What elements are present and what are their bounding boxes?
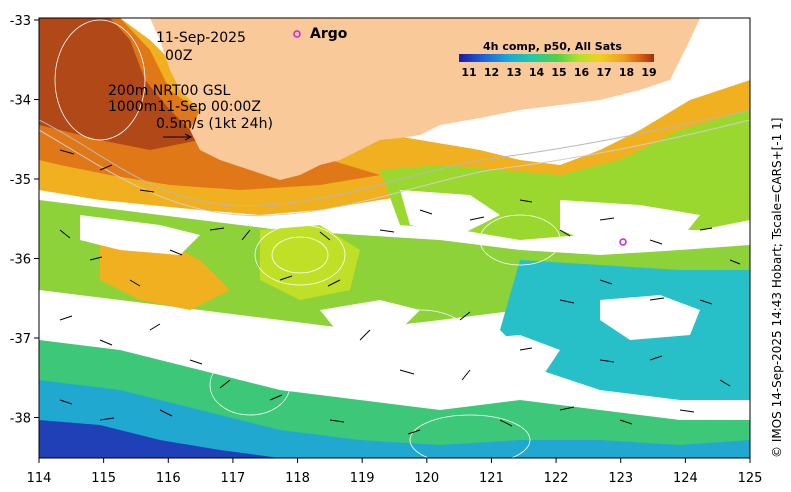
x-tick-label: 122	[544, 471, 569, 486]
colorbar-tick-label: 18	[619, 66, 634, 79]
isobath-200m	[39, 109, 750, 206]
y-tick-label: -38	[10, 412, 31, 427]
current-vectors	[59, 149, 741, 435]
colorbar-tick-label: 12	[484, 66, 499, 79]
time-label: 00Z	[165, 48, 192, 64]
eddy-core	[260, 225, 360, 300]
scale-label: 0.5m/s (1kt 24h)	[156, 116, 273, 132]
x-axis: 114 115 116 117 118 119 120 121 122 123 124 125	[27, 458, 763, 486]
y-tick-label: -34	[10, 94, 31, 109]
colorbar-gradient	[459, 54, 654, 62]
eddy-contours	[54, 19, 561, 458]
y-tick-label: -35	[10, 173, 31, 188]
colorbar-tick-label: 13	[506, 66, 521, 79]
argo-legend-label: Argo	[310, 26, 348, 42]
colorbar-tick-label: 14	[529, 66, 545, 79]
x-tick-label: 119	[350, 471, 375, 486]
colorbar-tick-label: 16	[574, 66, 590, 79]
plot-frame	[38, 17, 751, 459]
y-tick-label: -37	[10, 332, 31, 347]
depth-label-1000: 1000m11-Sep 00:00Z	[108, 99, 261, 115]
y-axis: -33 -34 -35 -36 -37 -38	[10, 14, 39, 427]
x-tick-label: 125	[738, 471, 763, 486]
date-label: 11-Sep-2025	[156, 30, 246, 46]
y-tick-label: -36	[10, 253, 31, 268]
colorbar-tick-label: 11	[461, 66, 476, 79]
x-tick-label: 114	[27, 471, 52, 486]
side-caption: © IMOS 14-Sep-2025 14:43 Hobart; Tscale=…	[770, 118, 784, 458]
south-cool	[39, 380, 750, 458]
hottest-band	[39, 18, 200, 150]
x-tick-label: 116	[156, 471, 181, 486]
colorbar-ticks: 11 12 13 14 15 16 17 18 19	[461, 66, 656, 79]
x-tick-label: 124	[673, 471, 698, 486]
sst-field	[39, 18, 750, 458]
colorbar: 4h comp, p50, All Sats 11 12 13 14 15 16 17 18 1…	[459, 40, 657, 79]
scale-arrow	[163, 133, 193, 141]
depth-label-200: 200m NRT00 GSL	[108, 83, 231, 99]
isobath-1000m	[39, 119, 750, 216]
colorbar-title: 4h comp, p50, All Sats	[483, 40, 622, 53]
argo-legend-marker	[293, 30, 301, 38]
x-tick-label: 123	[608, 471, 633, 486]
colorbar-tick-label: 19	[641, 66, 656, 79]
x-tick-label: 120	[414, 471, 439, 486]
x-tick-label: 121	[479, 471, 504, 486]
y-tick-label: -33	[10, 14, 31, 29]
deep-cold	[39, 420, 280, 458]
argo-float-marker[interactable]	[619, 238, 627, 246]
x-tick-label: 115	[91, 471, 116, 486]
x-tick-label: 117	[220, 471, 245, 486]
colorbar-tick-label: 15	[551, 66, 566, 79]
colorbar-tick-label: 17	[596, 66, 611, 79]
x-tick-label: 118	[285, 471, 310, 486]
